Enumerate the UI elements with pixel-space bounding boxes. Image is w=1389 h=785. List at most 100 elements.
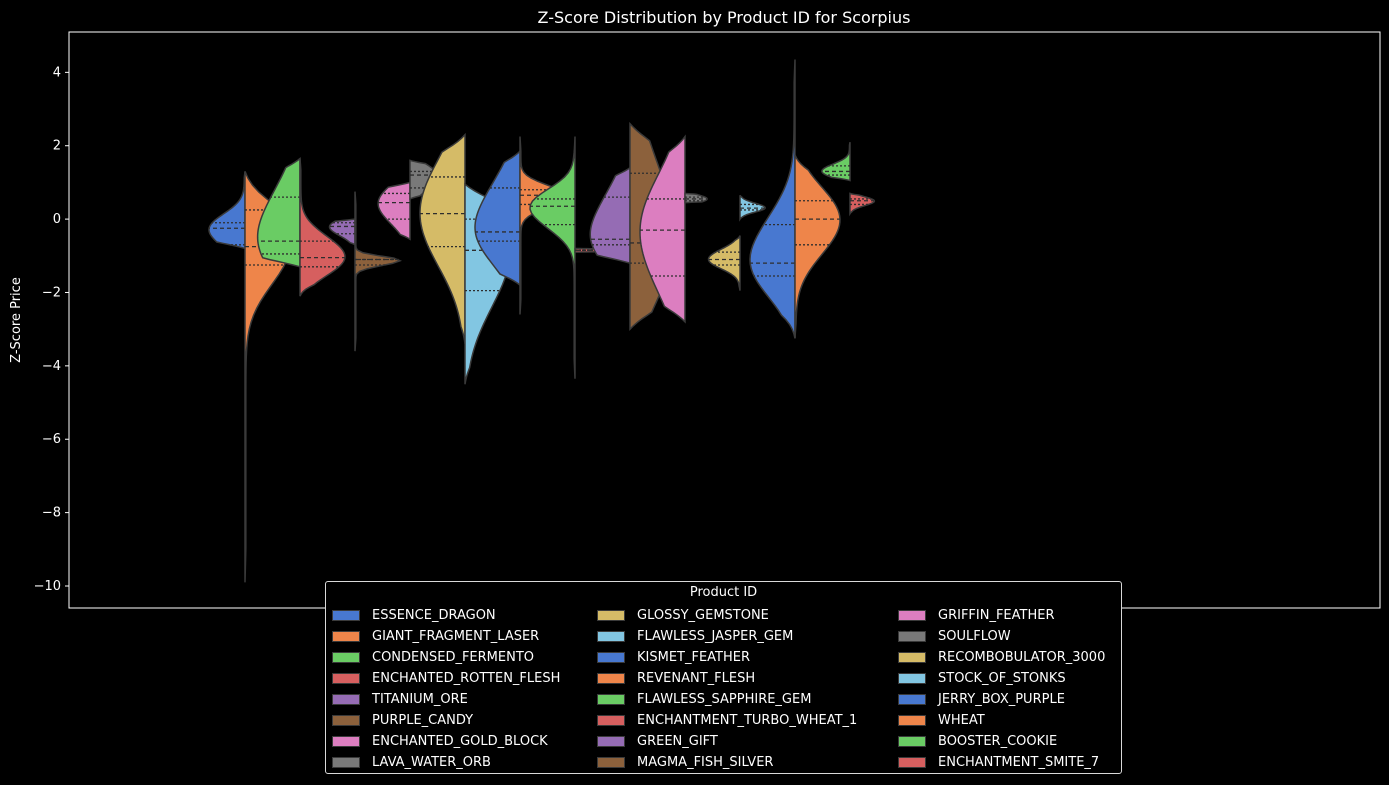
- legend-swatch: [597, 715, 625, 726]
- legend-column-1: ESSENCE_DRAGON GIANT_FRAGMENT_LASER CONDEN…: [332, 605, 560, 773]
- y-axis-label: Z-Score Price: [9, 277, 24, 363]
- legend-label: ENCHANTED_ROTTEN_FLESH: [372, 671, 561, 686]
- violin-half-stock-of-stonks: [739, 194, 766, 222]
- legend-item: MAGMA_FISH_SILVER: [597, 752, 857, 773]
- legend-item: ENCHANTED_GOLD_BLOCK: [332, 731, 560, 752]
- plot-frame: [68, 31, 1381, 609]
- violin-half-revenant-flesh: [519, 136, 566, 315]
- legend-label: GLOSSY_GEMSTONE: [637, 608, 769, 623]
- legend-label: RECOMBOBULATOR_3000: [938, 650, 1106, 665]
- legend-swatch: [332, 715, 360, 726]
- violin-half-soulflow: [684, 192, 708, 204]
- y-tick-label: −4: [42, 359, 61, 374]
- legend-label: FLAWLESS_JASPER_GEM: [637, 629, 794, 644]
- legend: Product ID ESSENCE_DRAGON GIANT_FRAGMENT_…: [325, 581, 1122, 774]
- legend-label: CONDENSED_FERMENTO: [372, 650, 535, 665]
- y-axis-ticks: 4 2 0 −2 −4 −6 −8 −10: [34, 65, 69, 594]
- legend-item: SOULFLOW: [898, 626, 1105, 647]
- legend-label: FLAWLESS_SAPPHIRE_GEM: [637, 692, 812, 707]
- legend-swatch: [332, 757, 360, 768]
- legend-label: KISMET_FEATHER: [637, 650, 751, 665]
- violin-half-kismet-feather: [474, 149, 521, 287]
- legend-swatch: [597, 757, 625, 768]
- y-tick-label: −8: [42, 506, 61, 521]
- legend-swatch: [597, 631, 625, 642]
- legend-swatch: [332, 694, 360, 705]
- legend-label: ENCHANTMENT_TURBO_WHEAT_1: [637, 713, 858, 728]
- legend-swatch: [597, 673, 625, 684]
- y-tick-label: −10: [34, 579, 61, 594]
- legend-label: SOULFLOW: [938, 629, 1011, 644]
- legend-label: ENCHANTMENT_SMITE_7: [938, 755, 1100, 770]
- chart-title: Z-Score Distribution by Product ID for S…: [538, 8, 911, 27]
- legend-item: KISMET_FEATHER: [597, 647, 857, 668]
- violin-half-wheat: [794, 154, 841, 339]
- legend-label: GIANT_FRAGMENT_LASER: [372, 629, 540, 644]
- legend-item: ESSENCE_DRAGON: [332, 605, 560, 626]
- legend-swatch: [898, 631, 926, 642]
- legend-label: BOOSTER_COOKIE: [938, 734, 1058, 749]
- violin-half-glossy-gemstone: [419, 132, 466, 344]
- violin-half-recombobulator-3000: [707, 235, 741, 291]
- violin-half-flawless-sapphire-gem: [529, 136, 576, 379]
- legend-item: ENCHANTMENT_SMITE_7: [898, 752, 1105, 773]
- legend-swatch: [597, 736, 625, 747]
- legend-label: ENCHANTED_GOLD_BLOCK: [372, 734, 548, 749]
- legend-swatch: [898, 652, 926, 663]
- violin-half-titanium-ore: [328, 218, 356, 247]
- legend-item: FLAWLESS_SAPPHIRE_GEM: [597, 689, 857, 710]
- legend-title: Product ID: [689, 585, 758, 600]
- legend-item: JERRY_BOX_PURPLE: [898, 689, 1105, 710]
- legend-swatch: [597, 652, 625, 663]
- legend-item: FLAWLESS_JASPER_GEM: [597, 626, 857, 647]
- legend-item: WHEAT: [898, 710, 1105, 731]
- legend-swatch: [597, 610, 625, 621]
- violin-half-jerry-box-purple: [749, 59, 796, 339]
- legend-swatch: [898, 673, 926, 684]
- violin-half-enchanted-gold-block: [377, 181, 411, 241]
- violin-half-enchanted-rotten-flesh: [299, 158, 346, 297]
- legend-swatch: [898, 736, 926, 747]
- legend-label: TITANIUM_ORE: [372, 692, 468, 707]
- legend-column-2: GLOSSY_GEMSTONE FLAWLESS_JASPER_GEM KISMET…: [597, 605, 857, 773]
- legend-label: MAGMA_FISH_SILVER: [637, 755, 774, 770]
- legend-label: JERRY_BOX_PURPLE: [938, 692, 1065, 707]
- y-tick-label: 2: [53, 139, 61, 154]
- legend-item: ENCHANTED_ROTTEN_FLESH: [332, 668, 560, 689]
- legend-swatch: [332, 652, 360, 663]
- legend-item: RECOMBOBULATOR_3000: [898, 647, 1105, 668]
- legend-column-3: GRIFFIN_FEATHER SOULFLOW RECOMBOBULATOR_30…: [898, 605, 1105, 773]
- legend-item: BOOSTER_COOKIE: [898, 731, 1105, 752]
- legend-item: REVENANT_FLESH: [597, 668, 857, 689]
- legend-label: GRIFFIN_FEATHER: [938, 608, 1055, 623]
- legend-label: REVENANT_FLESH: [637, 671, 756, 686]
- violin-half-enchantment-smite-7: [849, 192, 876, 217]
- legend-swatch: [597, 694, 625, 705]
- violin-half-green-gift: [589, 166, 631, 265]
- legend-item: LAVA_WATER_ORB: [332, 752, 560, 773]
- legend-item: ENCHANTMENT_TURBO_WHEAT_1: [597, 710, 857, 731]
- legend-swatch: [898, 694, 926, 705]
- y-tick-label: 4: [53, 65, 61, 80]
- y-tick-label: −6: [42, 432, 61, 447]
- legend-swatch: [332, 610, 360, 621]
- legend-swatch: [332, 736, 360, 747]
- violin-half-condensed-fermento: [256, 157, 301, 268]
- y-tick-label: −2: [42, 285, 61, 300]
- legend-swatch: [898, 715, 926, 726]
- legend-item: TITANIUM_ORE: [332, 689, 560, 710]
- legend-item: PURPLE_CANDY: [332, 710, 560, 731]
- legend-item: GIANT_FRAGMENT_LASER: [332, 626, 560, 647]
- legend-item: GREEN_GIFT: [597, 731, 857, 752]
- violin-half-essence-dragon: [208, 171, 246, 250]
- legend-label: ESSENCE_DRAGON: [372, 608, 496, 623]
- legend-item: STOCK_OF_STONKS: [898, 668, 1105, 689]
- legend-swatch: [332, 631, 360, 642]
- violin-half-purple-candy: [354, 191, 403, 352]
- y-tick-label: 0: [53, 212, 61, 227]
- violin-layer: [208, 59, 876, 583]
- legend-swatch: [332, 673, 360, 684]
- legend-label: WHEAT: [938, 713, 985, 728]
- legend-label: STOCK_OF_STONKS: [938, 671, 1066, 686]
